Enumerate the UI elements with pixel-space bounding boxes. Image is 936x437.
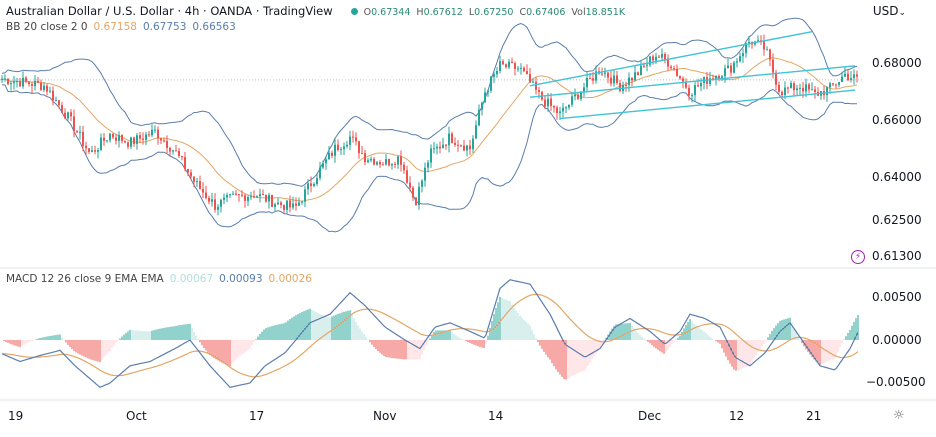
bb-basis-value: 0.67158 (93, 21, 137, 33)
price-axis-label: 0.64000 (872, 170, 922, 184)
market-status-dot (350, 8, 358, 15)
lightning-icon[interactable]: ⚡ (851, 250, 865, 264)
macd-value: 0.00093 (219, 273, 263, 285)
time-axis-label: 19 (8, 409, 24, 423)
macd-axis-label: 0.00000 (872, 333, 922, 347)
price-axis-label: 0.68000 (872, 56, 922, 70)
time-axis-label: Oct (126, 409, 147, 423)
macd-axis-label: 0.00500 (872, 290, 922, 304)
symbol-legend: Australian Dollar / U.S. Dollar · 4h · O… (6, 4, 637, 18)
time-axis-label: 21 (806, 409, 822, 423)
chevron-down-icon: ⌄ (898, 8, 906, 18)
macd-hist-value: 0.00067 (169, 273, 214, 285)
macd-label: MACD 12 26 close 9 EMA EMA (6, 273, 164, 285)
time-axis-label: 12 (729, 409, 745, 423)
price-axis-label: 0.66000 (872, 113, 922, 127)
symbol-title[interactable]: Australian Dollar / U.S. Dollar · 4h · O… (6, 4, 333, 18)
ohlc-values: O0.67344 H0.67612 L0.67250 C0.67406 Vol18.85… (363, 7, 626, 18)
bb-legend[interactable]: BB 20 close 2 0 0.67158 0.67753 0.66563 (6, 21, 242, 33)
time-axis-label: 14 (488, 409, 504, 423)
macd-signal-value: 0.00026 (268, 273, 312, 285)
bb-upper-value: 0.67753 (142, 21, 187, 33)
bb-lower-value: 0.66563 (192, 21, 236, 33)
time-axis-label: Nov (373, 409, 397, 423)
price-axis-label: 0.61300 (872, 249, 922, 263)
bb-label: BB 20 close 2 0 (6, 21, 88, 33)
price-axis-label: 0.62500 (872, 213, 922, 227)
macd-axis-label: −0.00500 (866, 375, 926, 389)
currency-selector[interactable]: USD⌄ (872, 4, 906, 18)
macd-legend[interactable]: MACD 12 26 close 9 EMA EMA 0.00067 0.00093… (6, 273, 318, 285)
settings-gear-icon[interactable]: ☼ (893, 408, 905, 423)
time-axis-label: 17 (249, 409, 265, 423)
time-axis-label: Dec (638, 409, 662, 423)
